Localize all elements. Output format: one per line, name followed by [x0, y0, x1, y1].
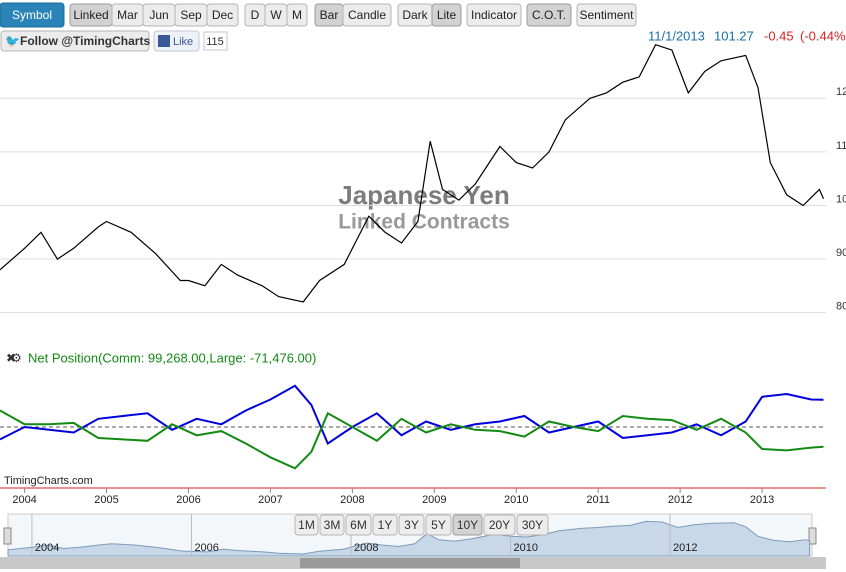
counter	[203, 31, 228, 51]
icon: 🐦	[5, 34, 20, 48]
navigator-year: 2010	[514, 542, 538, 554]
button-label[interactable]: 1M	[298, 518, 315, 532]
x-tick-label: 2005	[94, 494, 118, 506]
navigator-handle[interactable]	[3, 527, 12, 545]
settings-icon[interactable]: ⚙	[11, 351, 22, 365]
button[interactable]	[526, 3, 572, 27]
x-tick-label: 2008	[340, 494, 364, 506]
button-label[interactable]: M	[292, 8, 302, 22]
button[interactable]	[0, 2, 65, 28]
button-label[interactable]: 1Y	[378, 518, 393, 532]
icon	[158, 35, 170, 47]
button-label[interactable]: 3M	[324, 518, 341, 532]
button[interactable]	[576, 3, 637, 27]
x-tick-label: 2012	[668, 494, 692, 506]
navigator-year: 2006	[194, 542, 218, 554]
button[interactable]	[286, 3, 308, 27]
cot-line	[0, 409, 824, 470]
close-icon[interactable]: ✖	[6, 351, 16, 365]
credit: TimingCharts.com	[4, 475, 93, 487]
navigator-handle[interactable]	[808, 527, 817, 545]
button[interactable]	[431, 3, 462, 27]
price-line	[0, 43, 825, 303]
button-label[interactable]: Bar	[320, 8, 339, 22]
quote-change-pct: (-0.44%	[800, 28, 846, 43]
button-label[interactable]: 20Y	[489, 518, 510, 532]
watermark-subtitle: Linked Contracts	[338, 211, 510, 234]
y-tick-label: 10	[836, 193, 846, 205]
navigator-year: 2008	[354, 542, 378, 554]
button-label[interactable]: Lite	[437, 8, 457, 22]
button-label[interactable]: C.O.T.	[532, 8, 566, 22]
button[interactable]	[425, 514, 452, 536]
button[interactable]	[452, 514, 483, 536]
button-label[interactable]: W	[270, 8, 282, 22]
y-tick-label: 12	[836, 86, 846, 98]
button-label[interactable]: Indicator	[471, 8, 517, 22]
button-label[interactable]: Jun	[149, 8, 168, 22]
button[interactable]	[516, 514, 549, 536]
like-count: 115	[206, 36, 224, 48]
x-tick-label: 2011	[586, 494, 610, 506]
button-label[interactable]: D	[251, 8, 260, 22]
y-tick-label: 11	[836, 140, 846, 152]
button[interactable]	[294, 514, 319, 536]
button-label[interactable]: Dark	[402, 8, 428, 22]
button-label[interactable]: Linked	[73, 8, 108, 22]
button-label[interactable]: Dec	[212, 8, 233, 22]
button-label[interactable]: Like	[173, 36, 193, 48]
button[interactable]	[466, 3, 522, 27]
button-label[interactable]: Symbol	[12, 8, 52, 22]
y-tick-label: 90	[836, 247, 846, 259]
button-label[interactable]: 10Y	[457, 518, 478, 532]
x-tick-label: 2004	[12, 494, 36, 506]
button-label[interactable]: Mar	[117, 8, 138, 22]
quote-change: -0.45	[764, 28, 794, 43]
x-tick-label: 2007	[258, 494, 282, 506]
button[interactable]	[206, 3, 239, 27]
button[interactable]	[345, 514, 372, 536]
button-label[interactable]: Follow @TimingCharts	[20, 34, 150, 48]
button-label[interactable]: Sep	[180, 8, 202, 22]
navigator-year: 2004	[35, 542, 59, 554]
button-label[interactable]: 5Y	[431, 518, 446, 532]
x-tick-label: 2006	[176, 494, 200, 506]
x-tick-label: 2009	[422, 494, 446, 506]
y-tick-label: 80	[836, 301, 846, 313]
button[interactable]	[398, 514, 425, 536]
quote-last: 101.27	[714, 28, 754, 43]
x-tick-label: 2010	[504, 494, 528, 506]
button-label[interactable]: 30Y	[522, 518, 543, 532]
button-label[interactable]: 6M	[350, 518, 367, 532]
button[interactable]	[372, 514, 398, 536]
x-tick-label: 2013	[750, 494, 774, 506]
button[interactable]	[483, 514, 516, 536]
indicator-legend: Net Position(Comm: 99,268.00,Large: -71,…	[28, 350, 316, 365]
button-label[interactable]: 3Y	[404, 518, 419, 532]
button[interactable]	[0, 30, 150, 52]
button-label[interactable]: Candle	[348, 8, 386, 22]
button[interactable]	[342, 3, 392, 27]
cot-line	[0, 384, 824, 446]
button[interactable]	[319, 514, 345, 536]
navigator-area	[7, 520, 811, 557]
navigator-year: 2012	[673, 542, 697, 554]
scrollbar-thumb[interactable]	[300, 558, 520, 568]
quote-date: 11/1/2013	[648, 28, 705, 43]
button-label[interactable]: Sentiment	[579, 8, 634, 22]
